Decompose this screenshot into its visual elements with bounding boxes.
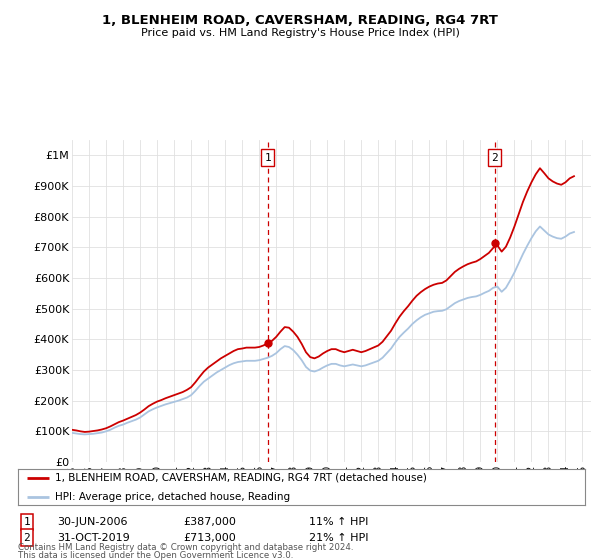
Text: £387,000: £387,000 xyxy=(183,517,236,527)
Text: 2: 2 xyxy=(491,153,498,163)
Text: This data is licensed under the Open Government Licence v3.0.: This data is licensed under the Open Gov… xyxy=(18,551,293,560)
Text: 1: 1 xyxy=(23,517,31,527)
Text: 30-JUN-2006: 30-JUN-2006 xyxy=(57,517,128,527)
Text: 11% ↑ HPI: 11% ↑ HPI xyxy=(309,517,368,527)
Text: HPI: Average price, detached house, Reading: HPI: Average price, detached house, Read… xyxy=(55,492,290,502)
Text: 1, BLENHEIM ROAD, CAVERSHAM, READING, RG4 7RT: 1, BLENHEIM ROAD, CAVERSHAM, READING, RG… xyxy=(102,14,498,27)
Text: 1, BLENHEIM ROAD, CAVERSHAM, READING, RG4 7RT (detached house): 1, BLENHEIM ROAD, CAVERSHAM, READING, RG… xyxy=(55,473,427,483)
Text: £713,000: £713,000 xyxy=(183,533,236,543)
Text: 1: 1 xyxy=(265,153,271,163)
Text: 21% ↑ HPI: 21% ↑ HPI xyxy=(309,533,368,543)
Text: 2: 2 xyxy=(23,533,31,543)
Text: 31-OCT-2019: 31-OCT-2019 xyxy=(57,533,130,543)
Text: Price paid vs. HM Land Registry's House Price Index (HPI): Price paid vs. HM Land Registry's House … xyxy=(140,28,460,38)
Text: Contains HM Land Registry data © Crown copyright and database right 2024.: Contains HM Land Registry data © Crown c… xyxy=(18,543,353,552)
